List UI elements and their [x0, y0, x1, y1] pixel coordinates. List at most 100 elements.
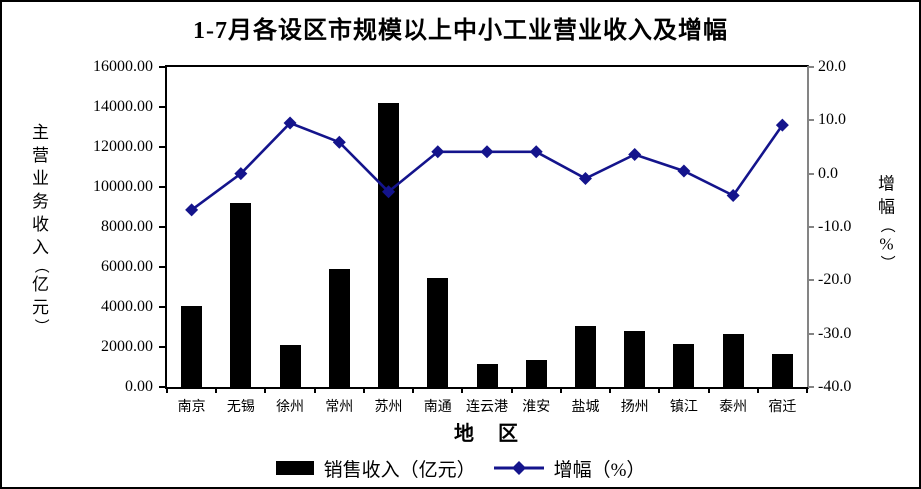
right-axis-tick-mark	[807, 386, 814, 388]
left-axis-tick-mark	[159, 186, 166, 188]
left-axis-tick-mark	[159, 106, 166, 108]
diamond-marker-icon	[431, 145, 445, 159]
x-axis-category-label: 淮安	[522, 400, 551, 415]
x-axis-category-label: 扬州	[620, 400, 649, 415]
revenue-bar	[328, 269, 350, 387]
chart-title: 1-7月各设区市规模以上中小工业营业收入及增幅	[193, 18, 728, 44]
right-axis-tick-label: -20.0	[818, 271, 852, 289]
legend-bar-label: 销售收入（亿元）	[323, 459, 476, 481]
legend-line-label: 增幅（%）	[553, 459, 646, 481]
revenue-bar	[574, 326, 596, 387]
growth-line-layer	[185, 116, 789, 217]
right-axis-tick-mark	[807, 66, 814, 68]
right-axis-title: 增幅（%）	[878, 173, 895, 271]
right-axis-tick-mark	[807, 119, 814, 122]
left-axis-tick-label: 4000.00	[101, 298, 153, 315]
left-axis-tick-label: 16000.00	[93, 58, 153, 75]
left-axis-tick-label: 12000.00	[93, 138, 153, 155]
right-axis-tick-label: -40.0	[818, 378, 852, 395]
revenue-bar	[771, 354, 793, 387]
legend: 销售收入（亿元） 增幅（%）	[2, 453, 919, 483]
x-axis-category-label: 徐州	[276, 400, 305, 415]
left-axis-tick-mark	[159, 226, 166, 228]
right-axis-tick-mark	[807, 226, 814, 228]
axis-title-char: %	[879, 234, 894, 254]
x-axis-tick-mark	[510, 387, 513, 393]
right-axis-tick-mark	[807, 332, 814, 335]
x-axis-tick-mark	[609, 387, 612, 393]
x-axis-tick-mark	[215, 387, 218, 393]
left-axis-tick-label: 8000.00	[101, 218, 153, 235]
revenue-bar	[378, 103, 400, 387]
x-axis-tick-mark	[313, 387, 316, 393]
x-axis-tick-mark	[806, 387, 808, 393]
x-axis-tick-mark	[412, 387, 415, 393]
left-axis-tick-label: 0.00	[125, 378, 153, 395]
diamond-marker-icon	[775, 118, 789, 132]
x-axis-category-label: 苏州	[374, 400, 403, 415]
diamond-marker-icon	[382, 185, 396, 199]
axis-title-char: 入	[32, 238, 49, 257]
left-axis-tick-label: 10000.00	[93, 178, 153, 195]
diamond-marker-icon	[628, 147, 642, 161]
left-axis-tick-mark	[159, 146, 166, 148]
axis-title-char: ）	[878, 254, 895, 271]
plot-area	[165, 65, 809, 389]
x-axis-category-label: 南京	[177, 400, 206, 415]
x-axis-tick-mark	[166, 387, 168, 393]
right-axis-tick-label: 20.0	[818, 58, 846, 75]
axis-title-char: 业	[32, 169, 49, 188]
x-axis-tick-mark	[461, 387, 464, 393]
axis-title-char: 幅	[878, 197, 895, 217]
left-axis-tick-mark	[159, 266, 166, 268]
x-axis-category-label: 宿迁	[768, 400, 797, 415]
revenue-bar	[673, 344, 695, 387]
legend-bar-swatch-icon	[275, 461, 314, 475]
axis-title-char: 主	[32, 123, 49, 142]
x-axis-category-label: 常州	[325, 400, 354, 415]
diamond-marker-icon	[677, 164, 691, 178]
axis-title-char: 务	[32, 192, 49, 211]
x-axis-category-label: 无锡	[226, 400, 255, 415]
left-axis-tick-mark	[159, 386, 166, 388]
left-axis-tick-label: 6000.00	[101, 258, 153, 275]
axis-title-char: 元	[32, 298, 49, 317]
axis-title-char: （	[32, 258, 49, 274]
x-axis-category-label: 南通	[423, 400, 452, 415]
diamond-marker-icon	[578, 171, 592, 185]
axis-title-char: ）	[32, 318, 49, 334]
left-axis-tick-mark	[159, 66, 166, 68]
diamond-marker-icon	[234, 167, 248, 181]
right-axis-tick-label: 0.0	[818, 164, 838, 182]
revenue-bar	[181, 306, 203, 387]
revenue-bar	[279, 345, 301, 387]
diamond-marker-icon	[726, 189, 740, 203]
left-axis-tick-mark	[159, 346, 166, 348]
x-axis-tick-mark	[707, 387, 710, 393]
axis-title-char: 收	[32, 215, 49, 234]
diamond-marker-icon	[332, 135, 346, 149]
x-axis-tick-mark	[264, 387, 267, 393]
axis-title-char: 营	[32, 146, 49, 165]
x-axis-title: 地 区	[454, 423, 520, 445]
right-axis-tick-mark	[807, 279, 814, 282]
axis-title-char: （	[878, 217, 895, 234]
diamond-marker-icon	[480, 145, 494, 159]
diamond-marker-icon	[283, 116, 297, 130]
left-axis-tick-label: 2000.00	[101, 338, 153, 355]
right-axis-tick-label: -30.0	[818, 324, 852, 342]
axis-title-char: 增	[878, 174, 895, 194]
diamond-marker-icon	[529, 145, 543, 159]
x-axis-tick-mark	[559, 387, 562, 393]
revenue-bar	[476, 364, 498, 387]
x-axis-tick-mark	[756, 387, 759, 393]
right-axis-tick-mark	[807, 172, 814, 175]
legend-line-swatch-icon	[493, 460, 544, 476]
x-axis-category-label: 泰州	[719, 400, 748, 415]
diamond-marker-icon	[185, 203, 199, 217]
right-axis-tick-label: 10.0	[818, 111, 846, 129]
axis-title-char: 亿	[32, 275, 49, 294]
revenue-bar	[230, 203, 252, 387]
trend-line	[190, 121, 784, 211]
